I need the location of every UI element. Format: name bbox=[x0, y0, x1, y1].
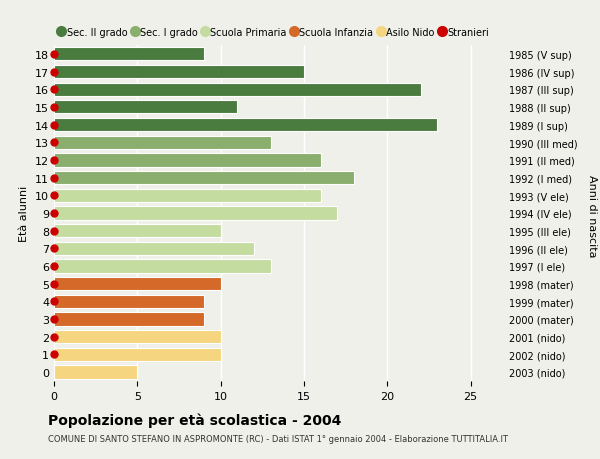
Bar bbox=[54, 365, 137, 379]
Bar bbox=[54, 66, 304, 79]
Bar bbox=[54, 260, 271, 273]
Bar bbox=[54, 154, 320, 167]
Bar bbox=[54, 84, 421, 96]
Text: COMUNE DI SANTO STEFANO IN ASPROMONTE (RC) - Dati ISTAT 1° gennaio 2004 - Elabor: COMUNE DI SANTO STEFANO IN ASPROMONTE (R… bbox=[48, 434, 508, 443]
Bar bbox=[54, 136, 271, 150]
Bar bbox=[54, 242, 254, 255]
Bar bbox=[54, 48, 204, 62]
Bar bbox=[54, 330, 221, 343]
Bar bbox=[54, 224, 221, 238]
Bar bbox=[54, 313, 204, 326]
Bar bbox=[54, 118, 437, 132]
Bar bbox=[54, 101, 238, 114]
Bar bbox=[54, 348, 221, 361]
Text: Anni di nascita: Anni di nascita bbox=[587, 174, 597, 257]
Text: Popolazione per età scolastica - 2004: Popolazione per età scolastica - 2004 bbox=[48, 413, 341, 428]
Bar bbox=[54, 295, 204, 308]
Y-axis label: Età alunni: Età alunni bbox=[19, 185, 29, 241]
Bar bbox=[54, 172, 354, 185]
Bar bbox=[54, 189, 320, 202]
Bar bbox=[54, 277, 221, 291]
Bar bbox=[54, 207, 337, 220]
Legend: Sec. II grado, Sec. I grado, Scuola Primaria, Scuola Infanzia, Asilo Nido, Stran: Sec. II grado, Sec. I grado, Scuola Prim… bbox=[59, 28, 489, 38]
